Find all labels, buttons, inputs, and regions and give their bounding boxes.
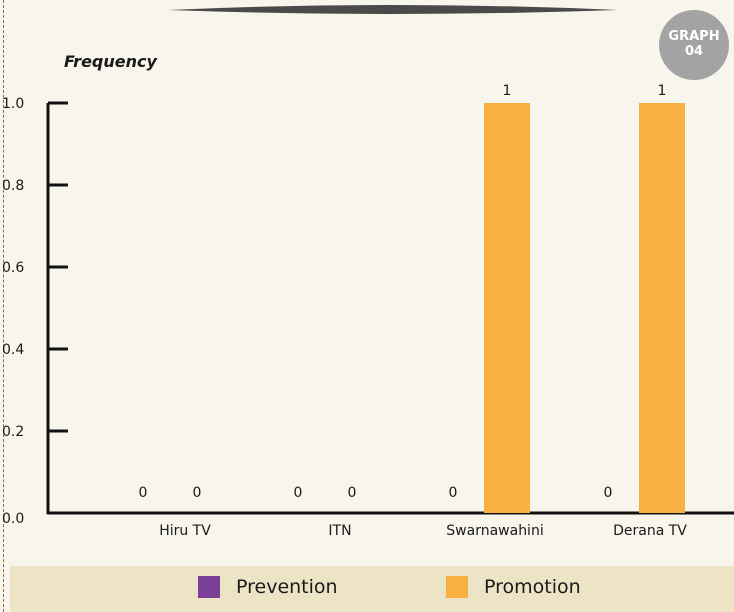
badge-label: GRAPH: [668, 29, 720, 45]
legend-swatch-promotion: [446, 576, 468, 598]
legend: Prevention Promotion: [10, 566, 734, 612]
data-label: 0: [449, 485, 458, 501]
legend-swatch-prevention: [198, 576, 220, 598]
bar-chart: 0.0 0.2 0.4 0.6 0.8 1.0 0 0 Hiru TV 0 0 ITN 0 1 Swarna…: [2, 83, 734, 539]
y-tick-label: 0.8: [2, 178, 24, 194]
x-tick-label: Swarnawahini: [446, 523, 543, 539]
y-tick-label: 0.2: [2, 424, 24, 440]
data-label: 0: [193, 485, 202, 501]
data-label: 0: [139, 485, 148, 501]
graph-number-badge: GRAPH 04: [659, 10, 729, 80]
bar-promotion-3: [639, 103, 685, 513]
y-tick-label: 0.0: [2, 511, 24, 527]
x-tick-label: ITN: [328, 523, 351, 539]
data-label: 0: [348, 485, 357, 501]
y-tick-label: 0.6: [2, 260, 24, 276]
data-label: 1: [503, 83, 512, 99]
title-decoration: [168, 5, 618, 14]
legend-item-promotion: Promotion: [446, 576, 581, 598]
legend-label-prevention: Prevention: [236, 576, 338, 598]
frame-border: [3, 0, 4, 612]
legend-label-promotion: Promotion: [484, 576, 581, 598]
badge-number: 04: [684, 44, 704, 59]
data-label: 0: [604, 485, 613, 501]
y-axis-label: Frequency: [64, 52, 157, 71]
y-tick-label: 1.0: [2, 96, 24, 112]
x-tick-label: Hiru TV: [159, 523, 211, 539]
bar-promotion-2: [484, 103, 530, 513]
x-tick-label: Derana TV: [613, 523, 687, 539]
y-tick-label: 0.4: [2, 342, 24, 358]
data-label: 1: [658, 83, 667, 99]
legend-item-prevention: Prevention: [198, 576, 338, 598]
data-label: 0: [294, 485, 303, 501]
